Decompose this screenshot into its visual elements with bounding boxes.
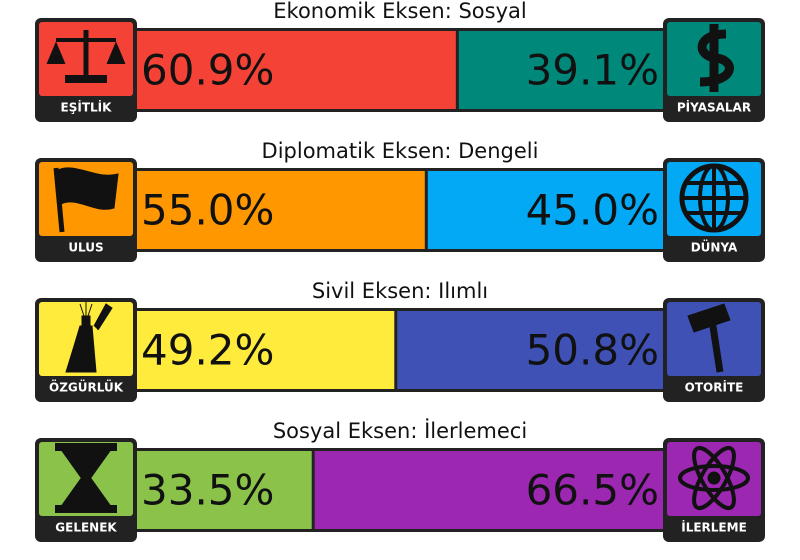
bar-right	[395, 311, 663, 389]
icon-glyph	[678, 445, 750, 511]
icon-label: ULUS	[68, 241, 103, 255]
bar-left	[137, 31, 458, 109]
glyph	[692, 445, 736, 511]
icon-label: OTORİTE	[685, 380, 744, 395]
icon-label: PİYASALAR	[677, 100, 751, 115]
axis-title: Sivil Eksen: Ilımlı	[312, 279, 488, 303]
glyph	[55, 443, 117, 513]
bar-left	[137, 311, 396, 389]
icon-label: EŞİTLİK	[61, 100, 113, 115]
bar-right	[313, 451, 663, 529]
icon-glyph	[65, 302, 113, 373]
icon-glyph	[697, 24, 734, 92]
bar-right	[426, 171, 663, 249]
glyph	[687, 303, 731, 333]
glyph	[57, 167, 119, 210]
glyph	[65, 302, 113, 373]
icon-glyph	[687, 303, 731, 373]
icon-label: DÜNYA	[691, 240, 738, 255]
icon-label: GELENEK	[55, 521, 117, 535]
bar-divider	[311, 451, 315, 529]
icon-glyph	[46, 30, 126, 83]
icon-label: İLERLEME	[681, 520, 747, 535]
bar-right	[457, 31, 663, 109]
bar-divider	[424, 171, 428, 249]
bar-divider	[394, 311, 398, 389]
glyph	[697, 24, 734, 92]
right-percent: 50.8%	[526, 326, 659, 375]
right-percent: 45.0%	[526, 186, 659, 235]
right-percent: 39.1%	[526, 46, 659, 95]
glyph	[692, 445, 736, 511]
glyph	[707, 471, 721, 485]
left-percent: 33.5%	[141, 466, 274, 515]
icon-label: ÖZGÜRLÜK	[49, 380, 124, 395]
glyph	[53, 167, 65, 233]
bar-left	[137, 451, 314, 529]
icon-glyph	[53, 167, 119, 233]
bar-divider	[455, 31, 459, 109]
icon-glyph	[679, 163, 749, 233]
icon-glyph	[55, 443, 117, 513]
right-percent: 66.5%	[526, 466, 659, 515]
axis-title: Sosyal Eksen: İlerlemeci	[273, 418, 527, 443]
bar-left	[137, 171, 427, 249]
axis-title: Ekonomik Eksen: Sosyal	[273, 0, 526, 23]
glyph	[682, 166, 746, 230]
left-percent: 55.0%	[141, 186, 274, 235]
axis-title: Diplomatik Eksen: Dengeli	[262, 139, 539, 163]
glyph	[46, 41, 126, 83]
glyph	[678, 464, 750, 492]
left-percent: 49.2%	[141, 326, 274, 375]
glyph	[708, 319, 724, 373]
left-percent: 60.9%	[141, 46, 274, 95]
